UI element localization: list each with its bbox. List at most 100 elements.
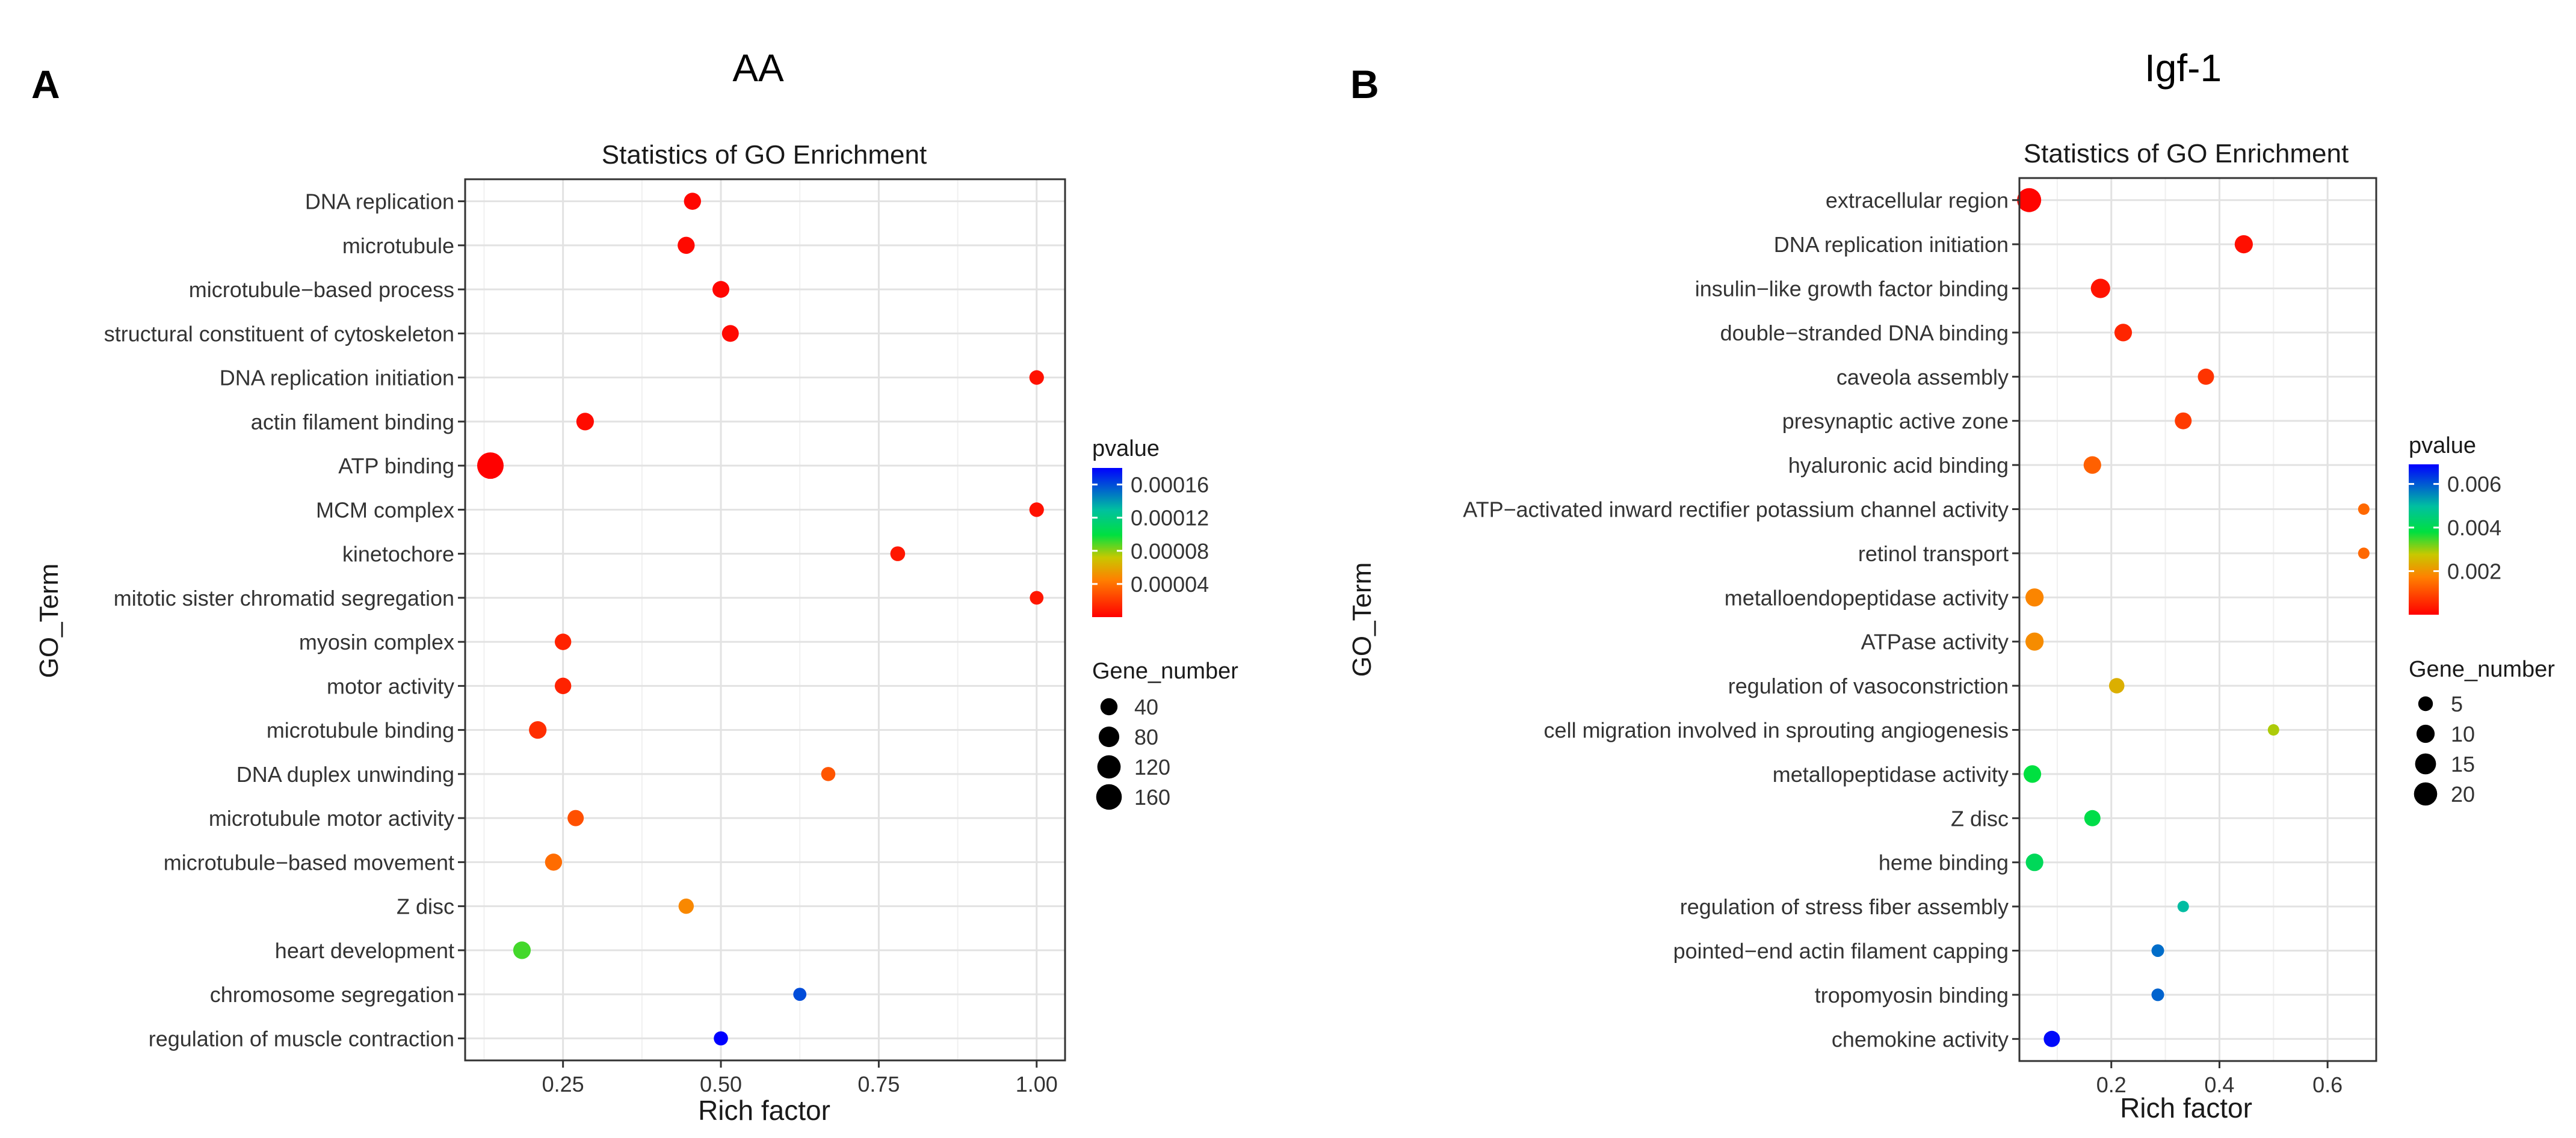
- panel-b-y-tick-label: pointed−end actin filament capping: [1673, 939, 2009, 964]
- panel-b-gene-legend-title: Gene_number: [2409, 657, 2555, 682]
- panel-b-colorbar-label: 0.004: [2447, 515, 2501, 540]
- panel-a-plot: DNA replication microtubule microtubule−ba…: [104, 178, 1209, 1096]
- panel-b-data-point: [2114, 324, 2133, 342]
- panel-b-data-point: [2025, 588, 2044, 607]
- panel-a-gene-legend-title: Gene_number: [1092, 659, 1238, 684]
- panel-b-y-tick-label: insulin−like growth factor binding: [1695, 277, 2009, 301]
- panel-a-x-tick-label: 0.75: [857, 1072, 900, 1096]
- panel-a-x-axis-title: Rich factor: [698, 1095, 830, 1126]
- panel-b-y-tick-label: regulation of stress fiber assembly: [1680, 894, 2009, 919]
- panel-a-size-legend-dot: [1097, 755, 1121, 779]
- panel-b-pvalue-colorbar: [2409, 464, 2439, 615]
- panel-b-size-legend-dot: [2416, 724, 2435, 743]
- panel-a-data-point: [678, 236, 695, 254]
- panel-a-data-point: [714, 1031, 728, 1046]
- panel-b-y-axis-title: GO_Term: [1347, 562, 1377, 677]
- panel-b-title: Igf-1: [2145, 46, 2222, 90]
- panel-a-data-point: [721, 325, 739, 342]
- panel-a-y-tick-label: chromosome segregation: [210, 982, 454, 1007]
- panel-b-y-tick-label: metallopeptidase activity: [1773, 762, 2009, 787]
- panel-a-size-legend-label: 160: [1134, 785, 1170, 810]
- panel-a-data-point: [678, 898, 694, 914]
- panel-b-data-point: [2151, 944, 2164, 957]
- panel-b-pvalue-legend-title: pvalue: [2409, 433, 2476, 458]
- panel-a-plot-background: [465, 179, 1065, 1060]
- panel-a-y-tick-label: regulation of muscle contraction: [149, 1026, 454, 1051]
- panel-b-y-tick-label: hyaluronic acid binding: [1788, 453, 2009, 478]
- panel-a-y-tick-label: MCM complex: [316, 497, 454, 522]
- panel-b-y-tick-label: cell migration involved in sprouting ang…: [1544, 718, 2009, 743]
- panel-a-data-point: [567, 810, 584, 826]
- panel-b-x-tick-label: 0.2: [2096, 1072, 2127, 1097]
- panel-a-data-point: [1029, 502, 1044, 517]
- panel-a-data-point: [793, 988, 807, 1001]
- panel-a-title: AA: [732, 46, 784, 90]
- panel-a-plot-frame: [464, 178, 1066, 1062]
- panel-a-data-point: [513, 941, 531, 959]
- panel-a-data-point: [821, 767, 836, 781]
- panel-b-y-tick-label: Z disc: [1951, 806, 2009, 831]
- panel-b-size-legend-dot: [2415, 753, 2436, 775]
- panel-a-data-point: [554, 633, 572, 650]
- panel-a-y-tick-label: motor activity: [327, 674, 454, 698]
- panel-a-colorbar-label: 0.00016: [1131, 473, 1209, 497]
- panel-a-size-legend-label: 120: [1134, 755, 1170, 780]
- panel-a-size-legend-dot: [1098, 726, 1120, 748]
- panel-b-colorbar-label: 0.006: [2447, 472, 2501, 497]
- panel-a-y-tick-label: heart development: [275, 938, 454, 963]
- panel-b-y-tick-label: regulation of vasoconstriction: [1728, 674, 2009, 698]
- panel-b-size-legend-dot: [2414, 782, 2438, 806]
- panel-a-data-point: [890, 546, 906, 561]
- panel-b-colorbar-label: 0.002: [2447, 559, 2501, 584]
- panel-a-y-tick-label: DNA duplex unwinding: [236, 762, 454, 787]
- panel-a-x-tick-label: 1.00: [1016, 1072, 1058, 1096]
- panel-b-x-axis-title: Rich factor: [2120, 1092, 2252, 1124]
- panel-b-y-tick-label: double−stranded DNA binding: [1720, 321, 2009, 345]
- panel-a-y-tick-label: myosin complex: [299, 630, 454, 654]
- panel-b-data-point: [2175, 412, 2192, 429]
- panel-a-letter: A: [31, 62, 60, 106]
- panel-b-y-tick-label: DNA replication initiation: [1774, 232, 2009, 257]
- panel-a-data-point: [554, 677, 572, 695]
- panel-b-y-tick-label: ATPase activity: [1861, 630, 2009, 654]
- panel-b-data-point: [2025, 632, 2044, 651]
- panel-b-size-legend-label: 15: [2451, 752, 2475, 777]
- panel-b-size-legend-label: 20: [2451, 782, 2475, 807]
- panel-b-y-tick-label: ATP−activated inward rectifier potassium…: [1463, 497, 2009, 522]
- panel-b-data-point: [2025, 854, 2043, 872]
- panel-b-data-point: [2023, 765, 2042, 783]
- panel-a-chart-title: Statistics of GO Enrichment: [602, 140, 927, 170]
- panel-b-data-point: [2267, 724, 2279, 736]
- panel-a-y-tick-label: Z disc: [397, 894, 454, 919]
- panel-b-data-point: [2083, 456, 2101, 474]
- panel-b-data-point: [2358, 503, 2370, 515]
- panel-a-y-tick-label: microtubule−based movement: [164, 850, 454, 875]
- panel-b-size-legend-label: 10: [2451, 722, 2475, 746]
- panel-b-y-tick-label: presynaptic active zone: [1782, 409, 2009, 434]
- panel-b-y-tick-label: tropomyosin binding: [1815, 983, 2009, 1007]
- panel-a-y-tick-label: microtubule−based process: [189, 277, 454, 302]
- panel-b-letter: B: [1350, 62, 1379, 106]
- panel-a-colorbar-label: 0.00012: [1131, 506, 1209, 531]
- panel-a-data-point: [684, 192, 702, 210]
- panel-a-data-point: [545, 854, 563, 871]
- panel-b-data-point: [2151, 988, 2164, 1001]
- panel-a-size-legend-dot: [1100, 698, 1118, 716]
- panel-b-plot-background: [2019, 178, 2376, 1061]
- panel-a-data-point: [529, 721, 547, 739]
- panel-b-y-tick-label: metalloendopeptidase activity: [1725, 585, 2009, 610]
- panel-b-y-tick-label: heme binding: [1879, 850, 2009, 875]
- panel-b-y-tick-label: retinol transport: [1858, 541, 2009, 566]
- panel-a-y-tick-label: kinetochore: [342, 542, 454, 567]
- panel-b-data-point: [2043, 1030, 2060, 1047]
- panel-a-y-tick-label: DNA replication initiation: [220, 366, 454, 390]
- panel-a-y-tick-label: microtubule: [342, 233, 454, 258]
- panel-a-data-point: [1030, 591, 1044, 605]
- panel-a-size-legend-label: 80: [1134, 725, 1158, 749]
- panel-a-data-point: [477, 452, 504, 479]
- panel-b-size-legend-label: 5: [2451, 692, 2463, 716]
- panel-a-pvalue-legend-title: pvalue: [1092, 436, 1160, 461]
- panel-b-y-tick-label: extracellular region: [1826, 188, 2009, 213]
- panel-b-y-tick-label: chemokine activity: [1832, 1027, 2009, 1051]
- panel-a-y-tick-label: actin filament binding: [251, 410, 454, 434]
